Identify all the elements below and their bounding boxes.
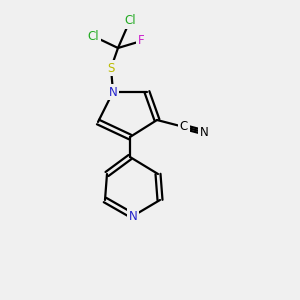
Text: N: N [200, 125, 208, 139]
Text: N: N [129, 209, 137, 223]
Text: N: N [109, 85, 117, 98]
Text: S: S [107, 61, 115, 74]
Text: F: F [138, 34, 144, 46]
Text: Cl: Cl [87, 31, 99, 44]
Text: Cl: Cl [124, 14, 136, 28]
Text: C: C [180, 121, 188, 134]
